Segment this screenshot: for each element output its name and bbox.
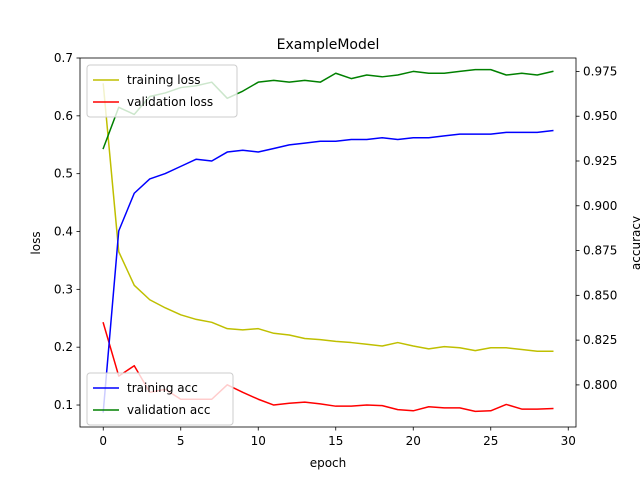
y-left-tick-label: 0.6 xyxy=(54,109,73,123)
x-tick-label: 15 xyxy=(328,434,343,448)
y-axis-label-left: loss xyxy=(29,231,43,254)
y-right-tick-label: 0.900 xyxy=(583,199,617,213)
legend-accuracy xyxy=(86,372,234,426)
x-tick-label: 10 xyxy=(251,434,266,448)
legend-label: training loss xyxy=(127,73,200,87)
y-axis-label-right: accuracy xyxy=(629,216,640,270)
y-left-tick-label: 0.1 xyxy=(54,398,73,412)
x-tick-label: 25 xyxy=(483,434,498,448)
right-series-line-training-acc xyxy=(102,129,554,413)
y-left-tick-label: 0.3 xyxy=(54,282,73,296)
x-tick-label: 20 xyxy=(406,434,421,448)
y-right-tick-label: 0.825 xyxy=(583,333,617,347)
y-right-tick-label: 0.975 xyxy=(583,64,617,78)
legend-label: training acc xyxy=(127,381,198,395)
x-axis-label: epoch xyxy=(310,456,347,470)
legend-loss xyxy=(86,64,238,118)
x-tick-label: 5 xyxy=(177,434,185,448)
y-left-tick-label: 0.2 xyxy=(54,340,73,354)
y-left-tick-label: 0.7 xyxy=(54,51,73,65)
left-series-line-training-loss xyxy=(102,83,554,352)
legend-label: validation acc xyxy=(127,403,210,417)
y-right-tick-label: 0.875 xyxy=(583,244,617,258)
x-tick-label: 0 xyxy=(99,434,107,448)
y-right-tick-label: 0.925 xyxy=(583,154,617,168)
chart-title: ExampleModel xyxy=(277,37,380,53)
y-right-tick-label: 0.800 xyxy=(583,378,617,392)
y-right-tick-label: 0.850 xyxy=(583,288,617,302)
y-left-tick-label: 0.4 xyxy=(54,225,73,239)
x-tick-label: 30 xyxy=(561,434,576,448)
legend-label: validation loss xyxy=(127,95,213,109)
y-right-tick-label: 0.950 xyxy=(583,109,617,123)
plot-frame xyxy=(79,57,577,428)
y-left-tick-label: 0.5 xyxy=(54,167,73,181)
